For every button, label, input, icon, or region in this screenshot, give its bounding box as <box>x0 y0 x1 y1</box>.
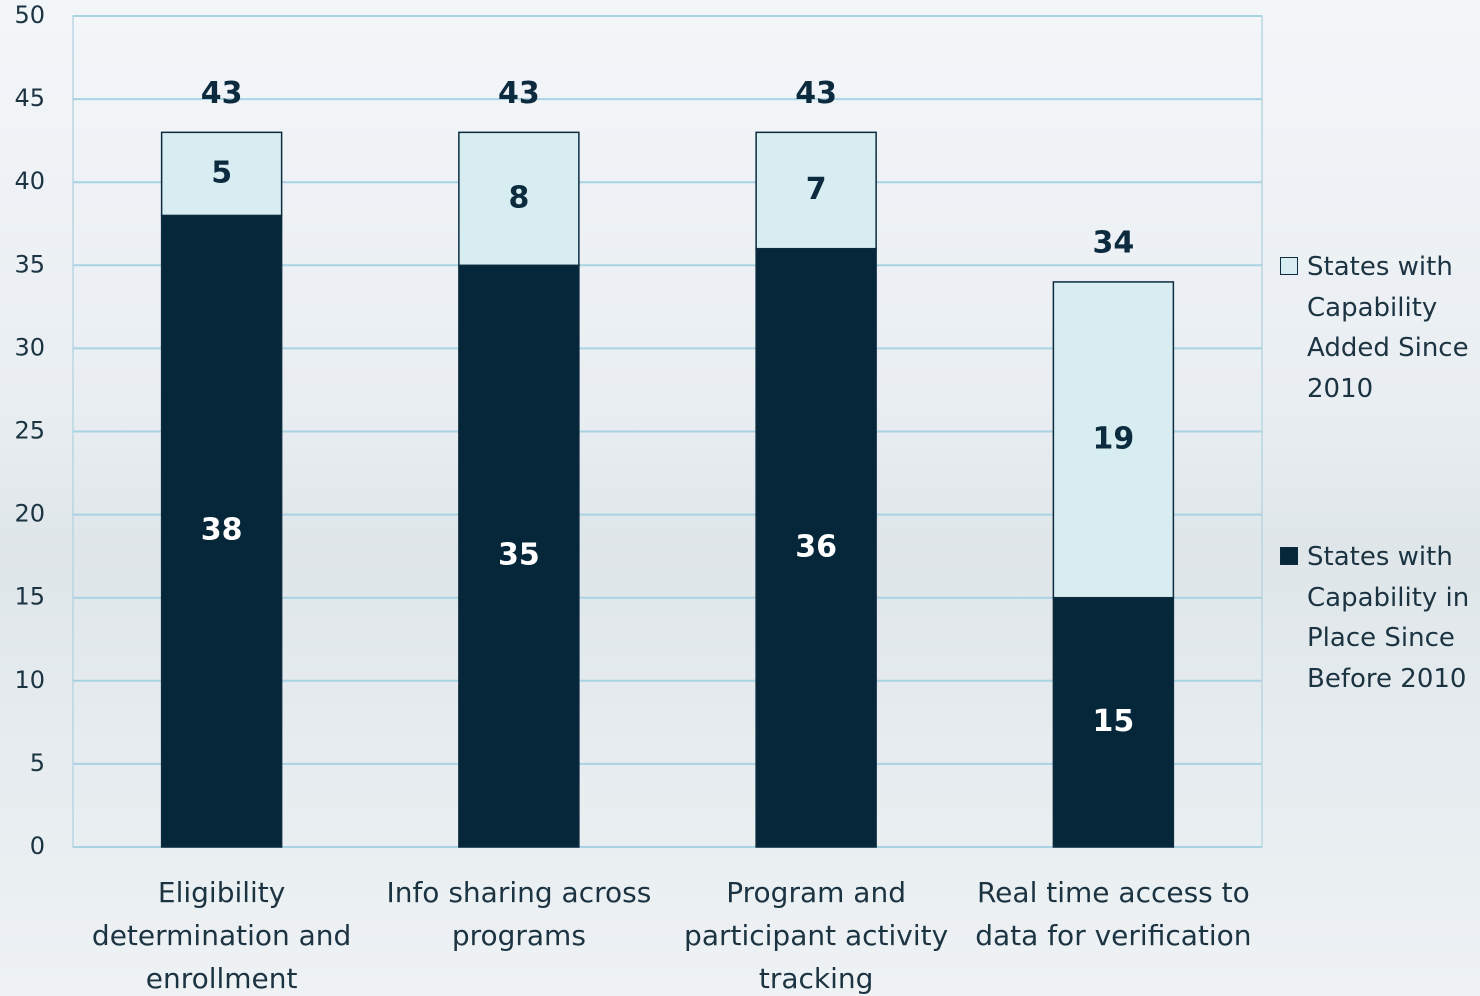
y-tick-label: 30 <box>14 333 45 361</box>
bar-segment <box>1052 596 1175 848</box>
y-tick-label: 20 <box>14 500 45 528</box>
y-tick-label: 15 <box>14 583 45 611</box>
x-tick-label: Program and participant activity trackin… <box>684 876 949 995</box>
bar-segment <box>160 131 283 217</box>
value-label: 5 <box>211 155 232 190</box>
x-tick-label: Info sharing across programs <box>386 876 652 952</box>
y-tick-label: 50 <box>14 1 45 29</box>
y-tick-label: 40 <box>14 167 45 195</box>
y-tick-label: 35 <box>14 250 45 278</box>
legend-label: States with Capability Added Since 2010 <box>1307 252 1469 404</box>
total-label: 34 <box>1093 225 1135 260</box>
legend-swatch <box>1280 257 1298 275</box>
legend-label: States with Capability in Place Since Be… <box>1307 542 1470 694</box>
bar-segment <box>755 247 877 848</box>
value-label: 15 <box>1093 704 1135 739</box>
value-label: 7 <box>806 172 827 207</box>
value-label: 35 <box>498 538 540 573</box>
total-label: 43 <box>498 76 540 111</box>
total-label: 43 <box>201 76 243 111</box>
bar-segment <box>1052 281 1175 599</box>
value-label: 19 <box>1093 421 1135 456</box>
value-label: 38 <box>201 513 243 548</box>
bar-segment <box>160 214 283 848</box>
legend-swatch <box>1280 547 1298 565</box>
bar-segment <box>458 131 580 267</box>
bar-segment <box>755 131 877 250</box>
y-tick-label: 25 <box>14 417 45 445</box>
y-tick-label: 5 <box>30 749 45 777</box>
total-label: 43 <box>795 76 837 111</box>
y-tick-label: 0 <box>30 832 45 860</box>
value-label: 8 <box>508 180 529 215</box>
x-tick-label: Real time access to data for verificatio… <box>975 876 1252 952</box>
value-label: 36 <box>795 529 837 564</box>
x-tick-label: Eligibility determination and enrollment <box>91 876 352 995</box>
y-tick-label: 45 <box>14 84 45 112</box>
bar-segment <box>458 264 580 848</box>
y-tick-label: 10 <box>14 666 45 694</box>
